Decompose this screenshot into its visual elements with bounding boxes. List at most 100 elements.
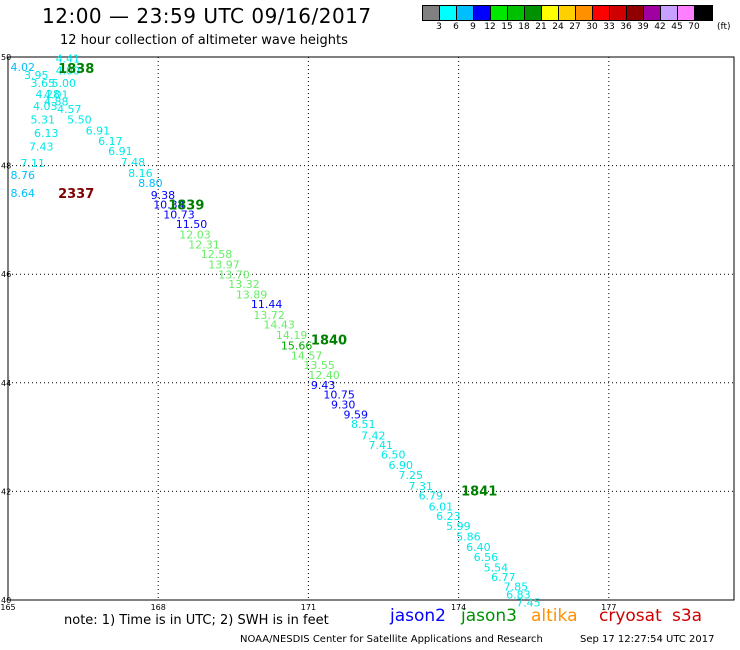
x-tick-label: 165 <box>0 603 15 612</box>
wave-height-value: 14.19 <box>276 329 308 342</box>
wave-height-value: 6.79 <box>419 490 444 503</box>
wave-height-value: 8.51 <box>351 418 376 431</box>
x-tick-label: 168 <box>151 603 166 612</box>
colorbar-swatch <box>508 6 525 20</box>
colorbar-swatch <box>525 6 542 20</box>
wave-height-value: 8.16 <box>128 167 153 180</box>
map-subtitle: 12 hour collection of altimeter wave hei… <box>60 33 348 48</box>
axis-ticks: 165 168 171 174 177 50 48 46 44 42 40 <box>0 53 616 612</box>
colorbar-swatch <box>457 6 474 20</box>
pass-label: 1839 <box>168 199 204 214</box>
colorbar-unit: (ft) <box>717 22 731 32</box>
colorbar-swatch <box>542 6 559 20</box>
colorbar-label: 33 <box>603 22 615 32</box>
colorbar-label: 30 <box>586 22 598 32</box>
wave-height-value: 7.25 <box>399 469 424 482</box>
footer-credit: NOAA/NESDIS Center for Satellite Applica… <box>240 634 543 645</box>
wave-height-value: 6.13 <box>34 127 59 140</box>
wave-height-value: 6.91 <box>86 124 111 137</box>
wave-height-value: 6.83 <box>506 589 531 602</box>
colorbar-swatch <box>593 6 610 20</box>
colorbar-label: 27 <box>569 22 581 32</box>
wave-height-value: 9.30 <box>331 399 356 412</box>
wave-height-value: 5.31 <box>31 113 56 126</box>
wave-height-value: 4.88 <box>44 96 68 109</box>
wave-height-value: 12.03 <box>179 229 211 242</box>
colorbar-label: 15 <box>501 22 513 32</box>
wave-height-value: 13.72 <box>253 309 285 322</box>
wave-height-value: 6.01 <box>429 501 454 514</box>
wave-height-value: 9.59 <box>343 408 368 421</box>
wave-height-value: 6.56 <box>474 551 499 564</box>
colorbar-swatch <box>644 6 661 20</box>
wave-height-value: 4.00 <box>56 65 81 78</box>
wave-height-value: 13.89 <box>236 288 267 301</box>
wave-height-value: 13.32 <box>228 278 260 291</box>
colorbar-label: 70 <box>688 22 700 32</box>
colorbar-label: 21 <box>535 22 547 32</box>
wave-height-value: 5.00 <box>52 77 76 90</box>
wave-height-value: 5.50 <box>67 113 92 126</box>
colorbar-label: 9 <box>470 22 476 32</box>
legend-altika: altika <box>531 606 578 626</box>
wave-height-value: 10.34 <box>153 199 185 212</box>
wave-height-value: 4.01 <box>44 88 68 101</box>
pass-label: 1841 <box>461 484 497 499</box>
legend-s3a: s3a <box>672 606 703 626</box>
wave-height-value: 6.77 <box>491 571 516 584</box>
colorbar-label: 39 <box>637 22 649 32</box>
wave-height-value: 14.43 <box>263 319 295 332</box>
y-tick-label: 48 <box>1 162 11 171</box>
footer-note: note: 1) Time is in UTC; 2) SWH is in fe… <box>64 613 329 628</box>
wave-height-value: 12.31 <box>188 238 220 251</box>
map-frame <box>7 56 735 601</box>
wave-height-value: 4.28 <box>36 88 61 101</box>
wave-height-value: 5.86 <box>456 530 481 543</box>
colorbar-label: 12 <box>484 22 496 32</box>
wave-height-value: 6.91 <box>108 145 133 158</box>
colorbar-label: 24 <box>552 22 564 32</box>
wave-height-value: 6.17 <box>98 135 123 148</box>
colorbar-label: 3 <box>436 22 442 32</box>
wave-height-value: 12.40 <box>308 369 340 382</box>
wave-height-value: 6.40 <box>466 541 491 554</box>
y-tick-label: 50 <box>1 53 11 62</box>
wave-height-value: 3.95 <box>24 69 49 82</box>
wave-height-value: 8.80 <box>138 177 163 190</box>
wave-height-value: 9.38 <box>151 189 176 202</box>
wave-height-value: 10.75 <box>323 389 355 402</box>
wave-height-value: 5.99 <box>446 520 471 533</box>
colorbar-swatch <box>474 6 491 20</box>
legend-jason2: jason2 <box>390 606 446 626</box>
wave-height-value: 4.41 <box>56 53 81 66</box>
y-tick-label: 46 <box>1 270 11 279</box>
wave-height-value: 3.65 <box>31 77 56 90</box>
colorbar-swatch <box>576 6 593 20</box>
wave-height-value: 7.42 <box>361 429 386 442</box>
pass-label: 1838 <box>58 62 94 77</box>
y-tick-label: 42 <box>1 487 11 496</box>
wave-height-value: 4.57 <box>57 103 81 116</box>
wave-height-value: 11.50 <box>176 218 208 231</box>
map-title: 12:00 — 23:59 UTC 09/16/2017 <box>42 4 372 28</box>
colorbar-swatch <box>661 6 678 20</box>
colorbar-swatch <box>423 6 440 20</box>
colorbar-label: 42 <box>654 22 666 32</box>
legend-cryosat: cryosat <box>599 606 662 626</box>
wave-height-value: 7.43 <box>29 141 54 154</box>
pass-labels-layer: 1838 2337 1839 1840 1841 <box>58 62 497 499</box>
wave-height-value: 13.55 <box>303 359 335 372</box>
wave-height-value: 7.48 <box>121 156 146 169</box>
wave-height-value: 7.41 <box>368 439 393 452</box>
colorbar-swatch <box>440 6 457 20</box>
wave-height-value: 5.54 <box>484 561 509 574</box>
legend-jason3: jason3 <box>461 606 517 626</box>
x-tick-label: 171 <box>301 603 316 612</box>
wave-height-value: 7.11 <box>21 157 46 170</box>
colorbar-swatch <box>491 6 508 20</box>
footer-timestamp: Sep 17 12:27:54 UTC 2017 <box>580 634 715 645</box>
wave-height-value: 11.44 <box>251 298 282 311</box>
wave-height-value: 6.23 <box>436 510 461 523</box>
colorbar-swatch <box>678 6 695 20</box>
